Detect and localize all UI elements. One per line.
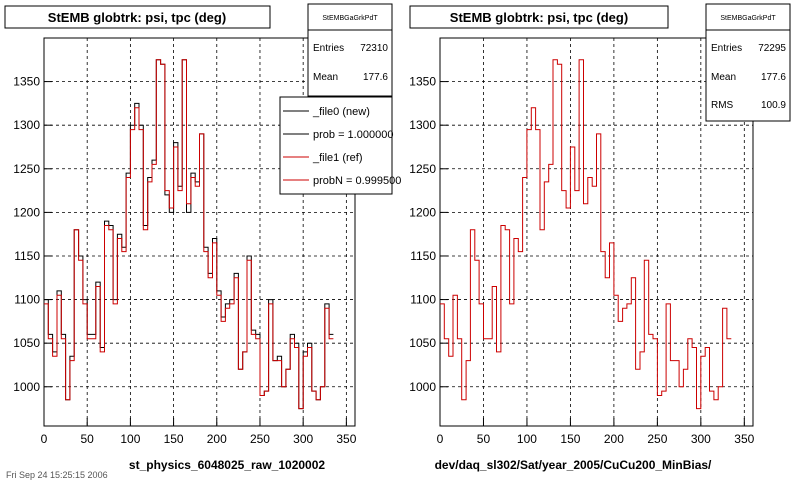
left-legend: _file0 (new) prob = 1.000000 _file1 (ref… [279, 96, 401, 195]
histogram-series-2 [44, 59, 334, 410]
x-tick-label: 200 [604, 432, 624, 446]
y-tick-label: 1250 [409, 162, 436, 176]
x-tick-label: 300 [293, 432, 313, 446]
left-stats-mean-value: 177.6 [363, 72, 388, 83]
y-tick-label: 1050 [13, 336, 40, 350]
histogram-series-1 [440, 59, 732, 410]
x-tick-label: 150 [164, 432, 184, 446]
y-tick-label: 1100 [14, 293, 40, 307]
x-tick-label: 100 [517, 432, 537, 446]
x-tick-label: 250 [250, 432, 270, 446]
left-chart-title: StEMB globtrk: psi, tpc (deg) [48, 10, 226, 25]
y-tick-label: 1350 [13, 75, 40, 89]
legend-entry-file1: _file1 (ref) [312, 152, 363, 164]
right-x-axis-label: dev/daq_sl302/Sat/year_2005/CuCu200_MinB… [435, 458, 712, 472]
left-histogram-panel: 0 50 100 150 200 250 300 350 1000 1050 1100 1150 120… [4, 3, 401, 472]
y-tick-label: 1250 [13, 162, 40, 176]
x-tick-label: 50 [81, 432, 95, 446]
left-ticks: 0 50 100 150 200 250 300 350 1000 1050 1100 1150 120… [13, 75, 356, 446]
right-histogram-panel: 0 50 100 150 200 250 300 350 1000 1050 1100 1150 120… [409, 3, 791, 472]
y-tick-label: 1000 [13, 380, 40, 394]
x-tick-label: 350 [336, 432, 356, 446]
x-tick-label: 200 [207, 432, 227, 446]
x-tick-label: 150 [560, 432, 580, 446]
y-tick-label: 1150 [410, 249, 436, 263]
right-stats-mean-value: 177.6 [761, 72, 786, 83]
right-stats-entries-label: Entries [711, 43, 742, 54]
right-title-box [409, 5, 669, 29]
right-stats-rms-value: 100.9 [761, 100, 786, 111]
y-tick-label: 1000 [409, 380, 436, 394]
y-tick-label: 1050 [409, 336, 436, 350]
right-stats-rms-label: RMS [711, 100, 734, 111]
legend-entry-probN: probN = 0.999500 [313, 175, 401, 187]
x-tick-label: 0 [41, 432, 48, 446]
y-tick-label: 1200 [409, 205, 436, 219]
x-tick-label: 0 [437, 432, 444, 446]
left-stats-entries-value: 72310 [360, 43, 388, 54]
x-tick-label: 250 [647, 432, 667, 446]
x-tick-label: 100 [120, 432, 140, 446]
y-tick-label: 1350 [409, 75, 436, 89]
x-tick-label: 50 [477, 432, 491, 446]
left-stats-mean-label: Mean [313, 72, 338, 83]
left-stats-header: StEMBGaGrkPdT [322, 15, 378, 22]
right-stats-entries-value: 72295 [758, 43, 786, 54]
left-x-axis-label: st_physics_6048025_raw_1020002 [129, 458, 325, 472]
y-tick-label: 1100 [410, 293, 436, 307]
y-tick-label: 1300 [13, 118, 40, 132]
right-stats-header: StEMBGaGrkPdT [720, 15, 776, 22]
y-tick-label: 1200 [13, 205, 40, 219]
right-chart-title: StEMB globtrk: psi, tpc (deg) [450, 10, 628, 25]
y-tick-label: 1300 [409, 118, 436, 132]
left-series-layer [44, 59, 334, 410]
legend-entry-prob: prob = 1.000000 [313, 129, 393, 141]
left-stats-box: StEMBGaGrkPdT Entries 72310 Mean 177.6 [307, 3, 393, 97]
right-stats-mean-label: Mean [711, 72, 736, 83]
right-grid [440, 38, 753, 426]
left-stats-entries-label: Entries [313, 43, 344, 54]
x-tick-label: 300 [691, 432, 711, 446]
x-tick-label: 350 [734, 432, 754, 446]
right-stats-box: StEMBGaGrkPdT Entries 72295 Mean 177.6 R… [705, 3, 791, 122]
legend-entry-file0: _file0 (new) [312, 106, 370, 118]
y-tick-label: 1150 [14, 249, 40, 263]
right-ticks: 0 50 100 150 200 250 300 350 1000 1050 1100 1150 120… [409, 75, 754, 446]
footer-timestamp: Fri Sep 24 15:25:15 2006 [6, 470, 108, 480]
left-title-box [4, 5, 271, 29]
right-series-layer [440, 59, 732, 410]
